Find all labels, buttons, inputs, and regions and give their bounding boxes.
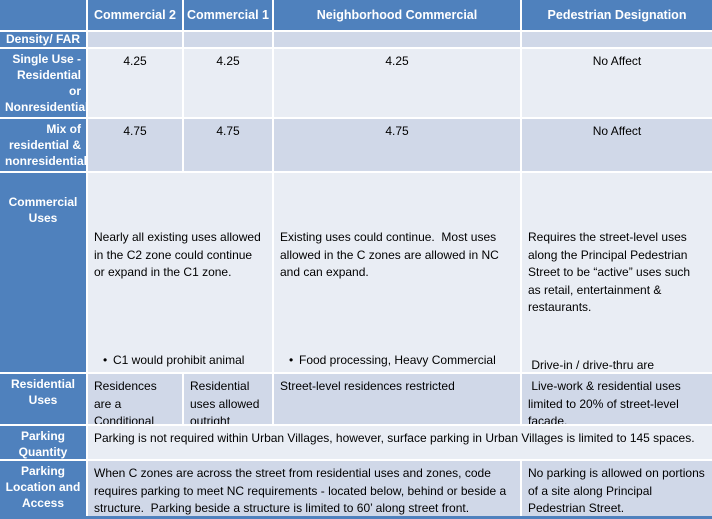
- cell-density-commercial-1: [184, 32, 272, 47]
- row-label-density-far: Density/ FAR: [0, 32, 86, 47]
- cell-parking-location-c2-c1-nc: When C zones are across the street from …: [88, 461, 520, 516]
- row-label-mix: Mix of residential & nonresidential: [0, 119, 86, 171]
- cell-parking-location-pedestrian: No parking is allowed on portions of a s…: [522, 461, 712, 516]
- cell-residential-uses-neighborhood-commercial: Street-level residences restricted: [274, 374, 520, 424]
- row-label-single-use: Single Use - Residential or Nonresidenti…: [0, 49, 86, 117]
- bullet-item: C1 would prohibit animal shelters and ke…: [103, 352, 266, 373]
- commercial-uses-pedestrian-para1: Requires the street-level uses along the…: [528, 230, 694, 314]
- cell-residential-uses-commercial-2: Residences are a Conditional Use: [88, 374, 182, 424]
- cell-single-use-commercial-2: 4.25: [88, 49, 182, 117]
- cell-commercial-uses-pedestrian: Requires the street-level uses along the…: [522, 173, 712, 372]
- col-header-commercial-1: Commercial 1: [184, 0, 272, 30]
- header-corner-cell: [0, 0, 86, 30]
- cell-single-use-pedestrian: No Affect: [522, 49, 712, 117]
- row-label-parking-quantity: Parking Quantity: [0, 426, 86, 459]
- bullet-item: Food processing, Heavy Commercial Sales,…: [289, 352, 514, 373]
- row-label-parking-location: Parking Location and Access: [0, 461, 86, 516]
- col-header-neighborhood-commercial: Neighborhood Commercial: [274, 0, 520, 30]
- cell-mix-neighborhood-commercial: 4.75: [274, 119, 520, 171]
- row-label-commercial-uses: Commercial Uses: [0, 173, 86, 372]
- cell-density-neighborhood-commercial: [274, 32, 520, 47]
- row-label-residential-uses: Residential Uses: [0, 374, 86, 424]
- cell-density-commercial-2: [88, 32, 182, 47]
- cell-single-use-neighborhood-commercial: 4.25: [274, 49, 520, 117]
- cell-commercial-uses-neighborhood-commercial: Existing uses could continue. Most uses …: [274, 173, 520, 372]
- cell-mix-pedestrian: No Affect: [522, 119, 712, 171]
- col-header-pedestrian-designation: Pedestrian Designation: [522, 0, 712, 30]
- cell-residential-uses-commercial-1: Residential uses allowed outright: [184, 374, 272, 424]
- table-bottom-border: [0, 516, 712, 519]
- cell-mix-commercial-2: 4.75: [88, 119, 182, 171]
- commercial-uses-nc-bullet-list: Food processing, Heavy Commercial Sales,…: [280, 317, 514, 373]
- cell-residential-uses-pedestrian: Live-work & residential uses limited to …: [522, 374, 712, 424]
- cell-single-use-commercial-1: 4.25: [184, 49, 272, 117]
- commercial-uses-c2-c1-intro: Nearly all existing uses allowed in the …: [94, 230, 265, 279]
- commercial-uses-nc-intro: Existing uses could continue. Most uses …: [280, 230, 503, 279]
- commercial-uses-c2-c1-bullet-list: C1 would prohibit animal shelters and ke…: [94, 317, 266, 373]
- cell-parking-quantity-all-zones: Parking is not required within Urban Vil…: [88, 426, 712, 459]
- commercial-uses-pedestrian-para2: Drive-in / drive-thru are prohibited.: [531, 357, 655, 372]
- cell-commercial-uses-c2-c1: Nearly all existing uses allowed in the …: [88, 173, 272, 372]
- col-header-commercial-2: Commercial 2: [88, 0, 182, 30]
- cell-mix-commercial-1: 4.75: [184, 119, 272, 171]
- cell-density-pedestrian: [522, 32, 712, 47]
